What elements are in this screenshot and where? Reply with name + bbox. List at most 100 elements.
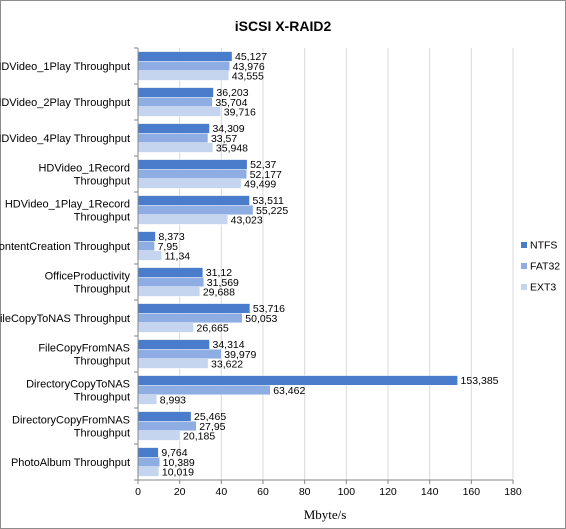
category-label: HDVideo_2Play Throughput bbox=[0, 97, 130, 109]
category-label: HDVideo_4Play Throughput bbox=[0, 133, 130, 145]
data-label-ext3: 35,948 bbox=[216, 142, 248, 154]
bar-ntfs-2 bbox=[137, 123, 210, 134]
category-label-line: HDVideo_4Play Throughput bbox=[0, 133, 130, 145]
data-label-ntfs: 153,385 bbox=[461, 375, 499, 387]
bar-fat32-0 bbox=[137, 61, 230, 72]
legend-swatch-ntfs bbox=[521, 242, 527, 248]
category-label: ContentCreation Throughput bbox=[0, 241, 130, 253]
bar-fat32-4 bbox=[137, 204, 254, 215]
data-label-fat32: 31,569 bbox=[207, 277, 239, 289]
bar-ntfs-1 bbox=[137, 87, 214, 98]
bar-fat32-10 bbox=[137, 421, 197, 432]
bar-ntfs-11 bbox=[137, 447, 159, 458]
data-label-ext3: 29,688 bbox=[203, 286, 235, 298]
data-label-ext3: 8,993 bbox=[160, 394, 186, 406]
bar-ext3-4 bbox=[137, 214, 228, 225]
bar-ext3-2 bbox=[137, 142, 214, 153]
data-label-ntfs: 53,716 bbox=[253, 303, 285, 315]
category-label-line: DirectoryCopyToNAS bbox=[26, 379, 130, 391]
category-label-line: Throughput bbox=[74, 392, 130, 404]
data-label-fat32: 43,976 bbox=[233, 61, 265, 73]
data-label-ext3: 26,665 bbox=[197, 322, 229, 334]
data-label-ext3: 10,019 bbox=[162, 466, 194, 478]
bar-fat32-8 bbox=[137, 349, 222, 360]
bar-fat32-11 bbox=[137, 457, 160, 468]
x-tick-label: 140 bbox=[421, 486, 439, 498]
category-label-line: Throughput bbox=[74, 212, 130, 224]
bar-fat32-1 bbox=[137, 96, 213, 107]
bar-ntfs-5 bbox=[137, 231, 156, 242]
bar-ext3-5 bbox=[137, 250, 162, 261]
bar-ntfs-0 bbox=[137, 51, 233, 62]
category-label-line: HDVideo_1Record bbox=[38, 163, 130, 175]
data-label-ext3: 11,34 bbox=[165, 250, 191, 262]
legend: NTFS FAT32 EXT3 bbox=[521, 240, 560, 294]
category-label-line: HDVideo_2Play Throughput bbox=[0, 97, 130, 109]
bar-ext3-6 bbox=[137, 286, 201, 297]
bar-fat32-5 bbox=[137, 240, 155, 251]
x-tick-label: 80 bbox=[299, 486, 311, 498]
legend-swatch-ext3 bbox=[521, 284, 527, 290]
axes: 0 20 40 60 80 100 120 140 160 180 HDVideo_1Play Th… bbox=[0, 47, 522, 498]
bar-ntfs-4 bbox=[137, 195, 250, 206]
category-label-line: Throughput bbox=[74, 176, 130, 188]
data-label-fat32: 10,389 bbox=[163, 457, 195, 469]
data-label-ext3: 43,023 bbox=[231, 214, 263, 226]
bar-ntfs-8 bbox=[137, 339, 210, 350]
data-label-ntfs: 25,465 bbox=[194, 411, 226, 423]
bar-fat32-9 bbox=[137, 385, 271, 396]
category-label: HDVideo_1Play Throughput bbox=[0, 61, 130, 73]
bar-ext3-1 bbox=[137, 106, 221, 117]
chart-title: iSCSI X-RAID2 bbox=[235, 18, 332, 34]
data-label-ext3: 39,716 bbox=[224, 106, 256, 118]
data-label-ext3: 33,622 bbox=[211, 358, 243, 370]
legend-label-fat32: FAT32 bbox=[530, 261, 560, 273]
data-label-fat32: 35,704 bbox=[215, 97, 247, 109]
x-tick-label: 40 bbox=[215, 486, 227, 498]
bar-ntfs-10 bbox=[137, 411, 192, 422]
data-label-fat32: 63,462 bbox=[273, 385, 305, 397]
category-label: FileCopyToNAS Throughput bbox=[0, 313, 130, 325]
data-label-ext3: 43,555 bbox=[232, 70, 264, 82]
data-label-ext3: 49,499 bbox=[244, 178, 276, 190]
bar-ntfs-7 bbox=[137, 303, 251, 314]
category-label-line: PhotoAlbum Throughput bbox=[11, 457, 130, 469]
category-label-line: ContentCreation Throughput bbox=[0, 241, 130, 253]
data-label-ext3: 20,185 bbox=[183, 430, 215, 442]
x-tick-label: 180 bbox=[504, 486, 522, 498]
category-label-line: Throughput bbox=[74, 428, 130, 440]
bar-ext3-0 bbox=[137, 70, 229, 81]
legend-label-ntfs: NTFS bbox=[530, 240, 557, 252]
data-label-fat32: 7,95 bbox=[158, 241, 179, 253]
category-label: HDVideo_1Record Throughput bbox=[38, 163, 130, 188]
category-label-line: HDVideo_1Play_1Record bbox=[5, 199, 130, 211]
category-label: PhotoAlbum Throughput bbox=[11, 457, 130, 469]
category-label: DirectoryCopyFromNAS Throughput bbox=[12, 415, 130, 440]
bar-ext3-8 bbox=[137, 358, 209, 369]
data-label-fat32: 55,225 bbox=[256, 205, 288, 217]
category-label: DirectoryCopyToNAS Throughput bbox=[26, 379, 130, 404]
legend-swatch-fat32 bbox=[521, 263, 527, 269]
category-label-line: FileCopyToNAS Throughput bbox=[0, 313, 130, 325]
data-label-ntfs: 31,12 bbox=[206, 267, 232, 279]
data-label-fat32: 52,177 bbox=[250, 169, 282, 181]
data-label-fat32: 50,053 bbox=[245, 313, 277, 325]
x-tick-label: 120 bbox=[379, 486, 397, 498]
data-label-fat32: 33,57 bbox=[211, 133, 237, 145]
data-label-ntfs: 52,37 bbox=[250, 159, 276, 171]
category-label-line: OfficeProductivity bbox=[45, 271, 131, 283]
x-axis-label: Mbyte/s bbox=[304, 507, 347, 522]
data-label-fat32: 39,979 bbox=[224, 349, 256, 361]
bar-ntfs-9 bbox=[137, 375, 458, 386]
bar-fat32-3 bbox=[137, 168, 247, 179]
category-label-line: DirectoryCopyFromNAS bbox=[12, 415, 130, 427]
bars: 45,127 36,203 34,309 52,37 53,511 8,373 31,12 5… bbox=[137, 51, 499, 478]
category-label: FileCopyFromNAS Throughput bbox=[38, 343, 130, 368]
bar-fat32-2 bbox=[137, 132, 209, 143]
data-label-ntfs: 8,373 bbox=[158, 231, 184, 243]
data-label-ntfs: 36,203 bbox=[216, 87, 248, 99]
x-tick-label: 20 bbox=[174, 486, 186, 498]
data-label-ntfs: 34,314 bbox=[212, 339, 244, 351]
data-label-fat32: 27,95 bbox=[199, 421, 225, 433]
